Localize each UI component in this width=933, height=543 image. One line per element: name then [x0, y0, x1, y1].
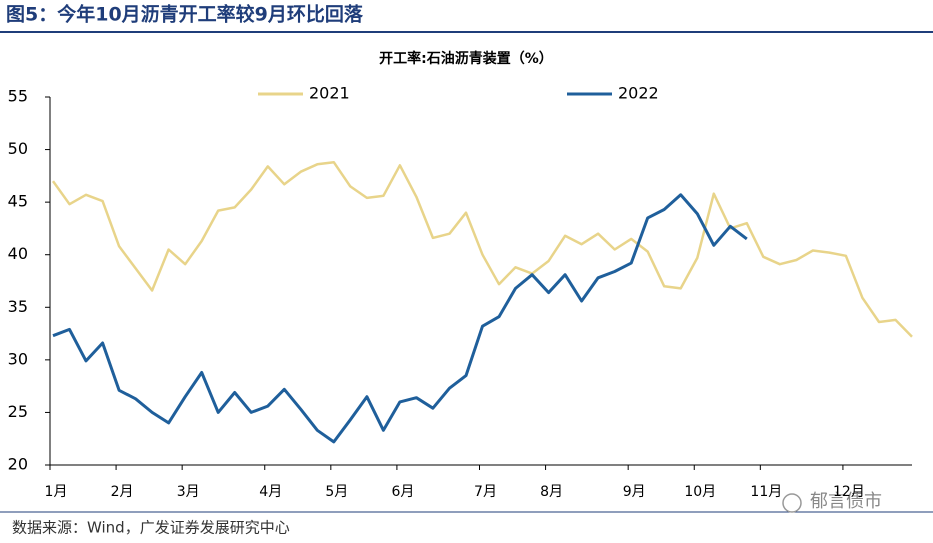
watermark-icon: [782, 493, 802, 513]
series-line: [51, 160, 913, 338]
y-tick-label: 20: [8, 455, 28, 474]
legend-label: 2021: [309, 84, 350, 103]
chart-title: 开工率:石油沥青装置（%）: [379, 50, 553, 67]
y-tick-label: 40: [8, 244, 28, 263]
legend-label: 2022: [618, 84, 659, 103]
x-tick-label: 12月: [833, 484, 865, 500]
x-tick-label: 6月: [391, 484, 414, 500]
x-tick-label: 1月: [45, 484, 68, 500]
x-tick-label: 10月: [684, 484, 716, 500]
x-tick-label: 3月: [177, 484, 200, 500]
y-tick-label: 30: [8, 349, 28, 368]
x-tick-label: 2月: [111, 484, 134, 500]
plot: 20 25 30 35 40 45 50 55 1月 2月 3月 4月 5月 6月 7月 8月 9月 10月 11月…: [8, 84, 913, 500]
x-tick-label: 5月: [325, 484, 348, 500]
y-tick-label: 55: [8, 87, 28, 106]
y-tick-label: 35: [8, 297, 28, 316]
source: 数据来源：Wind，广发证券发展研究中心: [12, 519, 290, 537]
x-tick-label: 8月: [540, 484, 563, 500]
y-tick-label: 50: [8, 139, 28, 158]
figure-title: 图5：今年10月沥青开工率较9月环比回落: [6, 3, 364, 26]
y-tick-label: 45: [8, 192, 28, 211]
x-tick-label: 4月: [259, 484, 282, 500]
watermark: 郁言债市: [810, 491, 882, 512]
x-tick-label: 11月: [750, 484, 782, 500]
x-tick-label: 9月: [623, 484, 646, 500]
y-tick-label: 25: [8, 402, 28, 421]
x-tick-label: 7月: [474, 484, 497, 500]
series-line: [52, 193, 748, 444]
